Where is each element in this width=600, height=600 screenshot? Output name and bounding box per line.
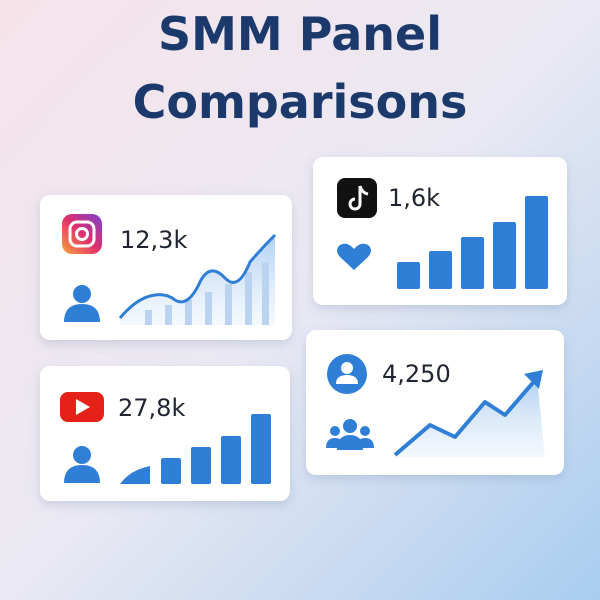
bar xyxy=(493,222,516,289)
bar xyxy=(185,300,192,325)
arrow-head xyxy=(524,370,543,389)
icon-part xyxy=(337,435,363,450)
bar xyxy=(251,414,271,484)
trend-line xyxy=(393,376,539,457)
title-line: SMM Panel xyxy=(158,7,442,61)
icon-part xyxy=(358,185,369,196)
icon-part xyxy=(341,362,353,374)
user-icon xyxy=(64,465,100,483)
bars xyxy=(120,414,271,484)
trend-bars xyxy=(145,262,269,325)
user-icon xyxy=(73,285,91,303)
instagram-icon xyxy=(62,214,102,254)
bars xyxy=(397,196,548,289)
icon-part xyxy=(326,438,341,448)
instagram-card: 12,3k xyxy=(40,195,292,340)
icon-part xyxy=(360,426,370,436)
bar xyxy=(262,262,269,325)
stat: 4,250 xyxy=(382,360,451,388)
bar xyxy=(225,284,232,325)
user-icon xyxy=(64,304,100,322)
icon-part xyxy=(68,220,96,248)
bar xyxy=(429,251,452,289)
bar xyxy=(245,272,252,325)
tiktok-icon xyxy=(337,178,377,218)
bar xyxy=(397,262,420,289)
title-line: Comparisons xyxy=(133,75,468,129)
icon-part xyxy=(348,186,362,211)
bar xyxy=(165,305,172,325)
bar xyxy=(191,447,211,484)
bar xyxy=(145,310,152,325)
youtube-card: 27,8k xyxy=(40,366,290,501)
bar xyxy=(161,458,181,484)
trend-area xyxy=(395,378,545,458)
trend-area xyxy=(120,235,275,325)
bar xyxy=(525,196,548,289)
user-icon xyxy=(73,446,91,464)
heart-icon xyxy=(337,243,371,270)
icon-part xyxy=(343,419,357,433)
bar xyxy=(120,466,150,484)
group-icon xyxy=(326,419,374,450)
icon-part xyxy=(76,399,90,415)
trend-line xyxy=(118,233,277,319)
bar xyxy=(461,237,484,289)
stat: 1,6k xyxy=(388,184,440,212)
stat: 12,3k xyxy=(120,226,187,254)
icon-part xyxy=(359,438,374,448)
bar xyxy=(221,436,241,484)
icon-part xyxy=(75,227,89,241)
bar xyxy=(205,292,212,325)
stat: 27,8k xyxy=(118,394,185,422)
icon-part xyxy=(336,375,358,384)
tiktok-card: 1,6k xyxy=(313,157,567,305)
followers-card: 4,250 xyxy=(306,330,564,475)
icon-part xyxy=(330,426,340,436)
